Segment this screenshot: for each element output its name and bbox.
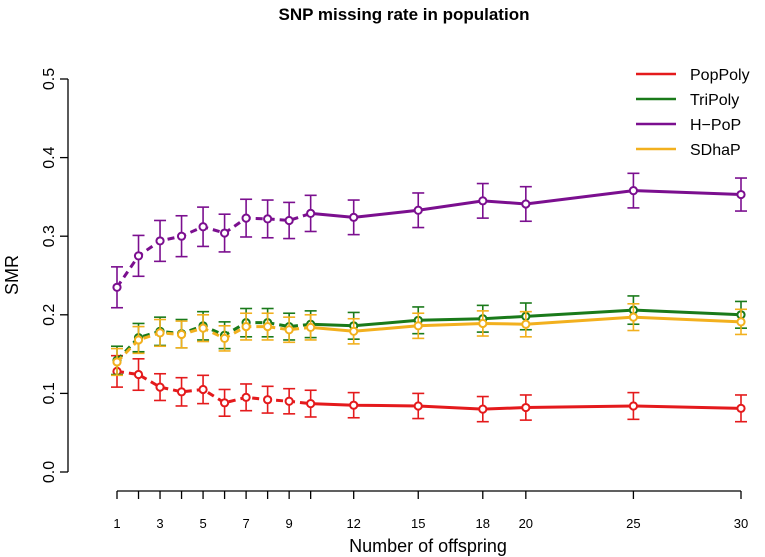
data-point bbox=[155, 236, 165, 246]
data-point bbox=[736, 317, 746, 327]
x-tick-label: 12 bbox=[346, 516, 360, 531]
data-point bbox=[241, 213, 251, 223]
data-point bbox=[263, 321, 273, 332]
data-point bbox=[306, 208, 316, 219]
x-tick-label: 25 bbox=[626, 516, 640, 531]
data-point bbox=[176, 231, 187, 241]
data-point bbox=[413, 401, 423, 411]
data-point bbox=[155, 382, 165, 392]
data-point bbox=[112, 282, 122, 292]
data-point bbox=[219, 333, 230, 343]
chart-title: SNP missing rate in population bbox=[279, 5, 530, 24]
y-tick-label: 0.4 bbox=[41, 146, 58, 168]
data-point bbox=[176, 329, 187, 340]
y-axis-label: SMR bbox=[2, 255, 22, 295]
data-point bbox=[241, 321, 251, 332]
data-point bbox=[284, 215, 294, 226]
data-point bbox=[478, 196, 488, 206]
data-point bbox=[413, 205, 423, 215]
x-tick-label: 9 bbox=[286, 516, 293, 531]
data-point bbox=[478, 318, 488, 329]
data-point bbox=[198, 222, 208, 232]
series-line-dashed bbox=[116, 369, 311, 406]
series-h-pop bbox=[111, 172, 747, 309]
data-point bbox=[284, 396, 294, 406]
x-tick-label: 1 bbox=[113, 516, 120, 531]
legend: PopPoly TriPoly H−PoP SDhaP bbox=[636, 67, 750, 159]
x-tick-label: 15 bbox=[411, 516, 425, 531]
data-point bbox=[628, 186, 639, 196]
x-tick-label: 30 bbox=[734, 516, 748, 531]
data-point bbox=[349, 212, 359, 222]
data-point bbox=[413, 321, 423, 331]
data-point bbox=[133, 251, 144, 261]
data-point bbox=[628, 401, 639, 411]
y-tick-label: 0.0 bbox=[41, 461, 58, 483]
data-point bbox=[155, 328, 165, 338]
y-tick-label: 0.1 bbox=[41, 382, 58, 404]
data-point bbox=[133, 335, 144, 345]
x-tick-label: 5 bbox=[199, 516, 206, 531]
data-point bbox=[176, 387, 187, 397]
data-point bbox=[198, 323, 208, 333]
legend-label: TriPoly bbox=[690, 92, 739, 109]
data-point bbox=[263, 395, 273, 405]
series-line-dashed bbox=[115, 211, 312, 289]
y-tick-label: 0.3 bbox=[41, 225, 58, 247]
data-point bbox=[263, 214, 273, 224]
x-axis-label: Number of offspring bbox=[349, 536, 507, 556]
data-point bbox=[284, 325, 294, 335]
data-point bbox=[349, 400, 359, 410]
series-tripoly bbox=[111, 295, 747, 376]
x-tick-label: 3 bbox=[156, 516, 163, 531]
y-axis: 0.0 0.1 0.2 0.3 0.4 0.5 bbox=[41, 68, 69, 483]
data-point bbox=[219, 228, 230, 238]
data-point bbox=[628, 312, 639, 322]
data-point bbox=[219, 398, 230, 408]
data-point bbox=[241, 392, 251, 402]
series-line-dashed bbox=[115, 325, 311, 364]
x-axis: 1 3 5 7 9 12 15 18 20 25 30 bbox=[113, 490, 748, 531]
data-point bbox=[133, 369, 144, 380]
y-tick-label: 0.2 bbox=[41, 304, 58, 326]
data-point bbox=[521, 402, 531, 413]
data-point bbox=[112, 357, 122, 367]
data-point bbox=[198, 384, 208, 395]
data-point bbox=[306, 399, 316, 409]
data-point bbox=[478, 404, 488, 414]
data-point bbox=[349, 326, 359, 336]
series-poppoly bbox=[111, 354, 747, 423]
data-point bbox=[736, 403, 746, 413]
series-layer bbox=[111, 172, 747, 423]
y-tick-label: 0.5 bbox=[41, 68, 58, 90]
data-point bbox=[521, 319, 531, 329]
legend-label: SDhaP bbox=[690, 142, 741, 159]
x-tick-label: 18 bbox=[476, 516, 490, 531]
data-point bbox=[306, 322, 316, 332]
legend-label: H−PoP bbox=[690, 117, 741, 134]
legend-label: PopPoly bbox=[690, 67, 750, 84]
x-tick-label: 20 bbox=[519, 516, 533, 531]
series-line-dashed bbox=[115, 321, 311, 362]
data-point bbox=[736, 189, 746, 200]
series-sdhap bbox=[111, 302, 747, 377]
x-tick-label: 7 bbox=[242, 516, 249, 531]
data-point bbox=[521, 199, 531, 209]
